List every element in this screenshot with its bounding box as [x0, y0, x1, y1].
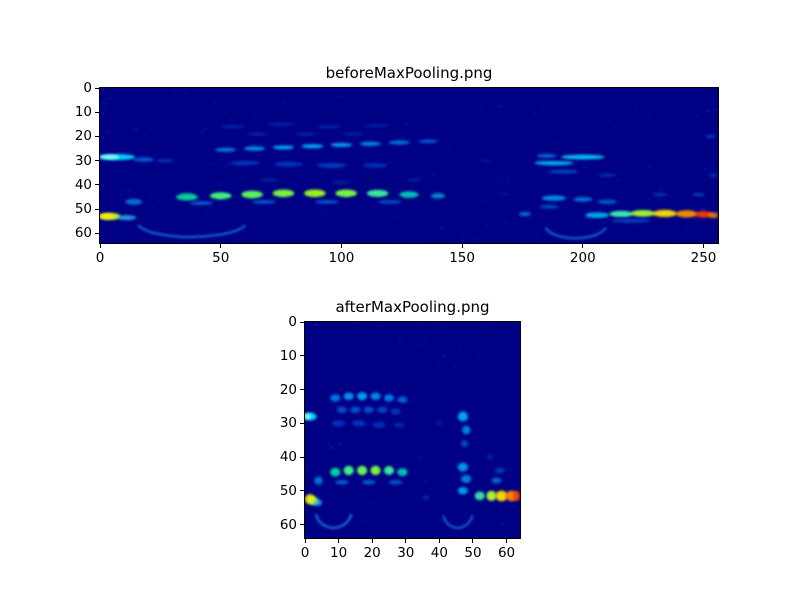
y-tick-label: 0: [83, 80, 92, 96]
x-tick-mark: [405, 539, 407, 543]
x-tick-mark: [703, 244, 705, 248]
y-tick-label: 20: [74, 128, 92, 145]
x-tick-mark: [461, 244, 463, 248]
plot-title-after: afterMaxPooling.png: [335, 298, 490, 316]
plot-title-before: beforeMaxPooling.png: [325, 64, 493, 82]
x-tick-mark: [472, 539, 474, 543]
before-maxpooling-heatmap: [100, 88, 718, 243]
x-tick-label: 50: [464, 545, 482, 561]
x-tick-label: 250: [690, 250, 717, 266]
y-tick-mark: [95, 87, 99, 89]
y-tick-label: 20: [279, 381, 297, 398]
x-tick-label: 150: [449, 250, 475, 266]
y-tick-mark: [300, 389, 304, 390]
x-tick-label: 50: [212, 250, 230, 266]
x-tick-mark: [304, 539, 306, 543]
x-tick-label: 10: [330, 545, 348, 561]
y-tick-label: 10: [74, 104, 92, 121]
x-tick-mark: [506, 539, 508, 543]
x-tick-label: 200: [569, 250, 596, 266]
x-tick-mark: [220, 244, 222, 248]
axes-before: [99, 87, 719, 244]
x-tick-label: 0: [95, 250, 105, 266]
x-tick-label: 60: [497, 545, 516, 561]
y-tick-mark: [95, 111, 99, 113]
y-tick-label: 60: [74, 225, 92, 242]
y-tick-mark: [300, 490, 304, 492]
y-tick-mark: [95, 135, 99, 137]
y-tick-label: 30: [279, 415, 297, 432]
y-tick-mark: [95, 208, 99, 210]
y-tick-label: 40: [279, 449, 297, 465]
y-tick-mark: [300, 321, 304, 323]
x-tick-label: 100: [328, 250, 355, 266]
x-tick-label: 40: [430, 545, 448, 561]
x-tick-mark: [340, 244, 342, 248]
y-tick-label: 10: [279, 347, 297, 364]
x-tick-label: 0: [300, 545, 310, 561]
y-tick-mark: [300, 524, 304, 525]
y-tick-label: 0: [288, 314, 297, 330]
y-tick-label: 50: [74, 201, 92, 218]
y-tick-label: 30: [74, 152, 92, 169]
x-tick-mark: [438, 539, 440, 543]
y-tick-mark: [95, 160, 99, 162]
x-tick-mark: [338, 539, 340, 543]
after-maxpooling-heatmap: [305, 322, 520, 538]
x-tick-label: 30: [397, 545, 415, 561]
y-tick-label: 40: [74, 176, 92, 193]
y-tick-label: 50: [279, 482, 297, 499]
x-tick-mark: [582, 244, 584, 248]
x-tick-label: 20: [363, 545, 381, 561]
x-tick-mark: [371, 539, 373, 543]
y-tick-mark: [95, 184, 99, 186]
x-tick-mark: [99, 244, 101, 248]
y-tick-mark: [300, 355, 304, 357]
y-tick-label: 60: [279, 516, 297, 533]
axes-after: [304, 321, 521, 539]
y-tick-mark: [300, 422, 304, 424]
y-tick-mark: [95, 232, 99, 234]
y-tick-mark: [300, 456, 304, 458]
